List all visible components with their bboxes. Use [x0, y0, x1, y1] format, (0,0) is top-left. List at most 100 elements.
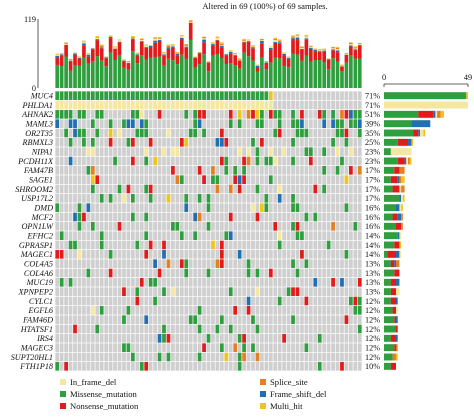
- mutation-cell: [122, 91, 126, 100]
- gene-bar-segment: [396, 306, 398, 314]
- mutation-cell: [300, 343, 304, 352]
- gene-bar-segment: [399, 250, 402, 258]
- mutation-cell: [108, 278, 113, 287]
- mutation-cell: [175, 110, 180, 119]
- mutation-cell: [237, 194, 242, 203]
- sample-bar-segment: [220, 45, 224, 48]
- mutation-cell: [246, 296, 251, 306]
- sample-bar-segment: [273, 57, 278, 88]
- mutation-cell: [300, 184, 304, 194]
- mutation-cell: [228, 268, 233, 278]
- mutation-cell: [308, 119, 313, 128]
- sample-bar-segment: [335, 61, 340, 88]
- sample-bar-segment: [144, 59, 149, 88]
- mutation-cell: [73, 91, 77, 100]
- mutation-cell: [353, 222, 358, 231]
- mutation-cell: [55, 119, 60, 128]
- mutation-cell: [277, 222, 282, 231]
- mutation-cell: [148, 175, 153, 184]
- mutation-cell: [139, 91, 144, 100]
- mutation-cell: [99, 315, 104, 324]
- mutation-cell: [255, 306, 260, 315]
- mutation-cell: [99, 119, 104, 128]
- mutation-cell: [255, 334, 260, 343]
- mutation-cell: [202, 278, 206, 287]
- mutation-cell: [139, 147, 144, 156]
- mutation-cell: [242, 212, 246, 222]
- mutation-cell: [184, 240, 189, 250]
- mutation-cell: [64, 203, 68, 212]
- mutation-cell: [326, 343, 331, 352]
- mutation-cell: [144, 156, 149, 166]
- mutation-cell: [255, 222, 260, 231]
- mutation-cell: [86, 110, 91, 119]
- sample-bar-segment: [255, 67, 260, 72]
- sample-bar-segment: [277, 43, 282, 59]
- mutation-cell: [108, 166, 113, 175]
- percent-labels: 71%71%51%39%35%25%23%23%17%17%17%17%16%1…: [365, 92, 380, 372]
- mutation-cell: [166, 334, 171, 343]
- mutation-cell: [344, 156, 349, 166]
- mutation-cell: [317, 203, 322, 212]
- mutation-cell: [171, 91, 175, 100]
- percent-label: 13%: [365, 269, 380, 278]
- mutation-cell: [104, 334, 109, 343]
- mutation-cell: [55, 324, 60, 334]
- mutation-cell: [344, 315, 349, 324]
- mutation-cell: [157, 250, 162, 259]
- sample-bar-segment: [153, 38, 157, 41]
- mutation-cell: [130, 296, 135, 306]
- mutation-cell: [304, 110, 309, 119]
- mutation-cell: [144, 352, 149, 362]
- mutation-cell: [233, 240, 238, 250]
- sample-bar-segment: [59, 54, 64, 56]
- gene-bar-segment: [397, 176, 400, 184]
- mutation-cell: [313, 128, 318, 138]
- mutation-cell: [317, 147, 322, 156]
- mutation-cell: [242, 203, 246, 212]
- mutation-cell: [82, 138, 86, 147]
- mutation-cell: [219, 240, 224, 250]
- mutation-cell: [357, 296, 362, 306]
- mutation-cell: [95, 138, 100, 147]
- sample-bar-segment: [126, 62, 131, 63]
- mutation-cell: [64, 138, 68, 147]
- percent-label: 39%: [365, 120, 380, 129]
- mutation-cell: [197, 119, 202, 128]
- mutation-cell: [126, 306, 131, 315]
- mutation-cell: [82, 268, 86, 278]
- mutation-cell: [153, 259, 157, 268]
- gene-label: SHROOM2: [15, 185, 53, 194]
- mutation-cell: [268, 194, 273, 203]
- mutation-cell: [148, 212, 153, 222]
- mutation-cell: [326, 194, 331, 203]
- gene-bar-segment: [384, 166, 395, 174]
- mutation-cell: [300, 306, 304, 315]
- mutation-cell: [291, 278, 295, 287]
- mutation-cell: [144, 175, 149, 184]
- mutation-cell: [130, 110, 135, 119]
- mutation-cell: [139, 334, 144, 343]
- mutation-cell: [59, 212, 64, 222]
- sample-bar-segment: [291, 38, 295, 41]
- mutation-cell: [188, 352, 193, 362]
- mutation-cell: [277, 100, 282, 110]
- mutation-cell: [357, 334, 362, 343]
- mutation-cell: [59, 128, 64, 138]
- mutation-cell: [104, 212, 109, 222]
- mutation-cell: [175, 352, 180, 362]
- mutation-cell: [308, 362, 313, 371]
- mutation-cell: [353, 166, 358, 175]
- sample-bar-segment: [82, 40, 86, 42]
- mutation-cell: [144, 100, 149, 110]
- gene-bar-segment: [420, 129, 424, 137]
- mutation-cell: [277, 334, 282, 343]
- sample-bar-segment: [282, 55, 286, 66]
- mutation-cell: [184, 212, 189, 222]
- mutation-cell: [331, 128, 335, 138]
- mutation-cell: [55, 352, 60, 362]
- mutation-cell: [228, 240, 233, 250]
- mutation-cell: [157, 306, 162, 315]
- sample-bar-segment: [211, 44, 215, 46]
- mutation-cell: [55, 110, 60, 119]
